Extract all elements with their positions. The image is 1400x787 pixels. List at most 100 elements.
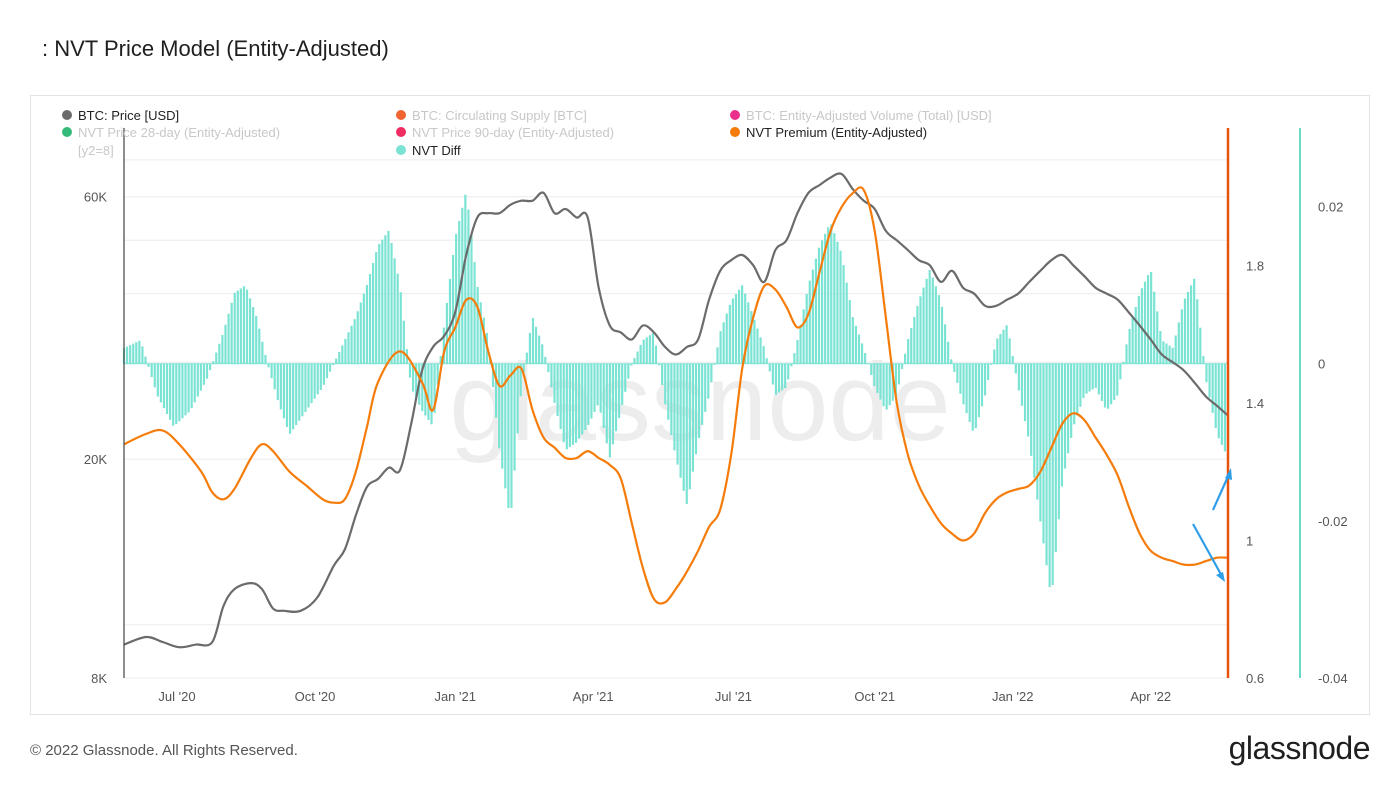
nvt-diff-bar [1033, 363, 1036, 478]
nvt-diff-bar [854, 325, 857, 364]
nvt-diff-bar [1205, 363, 1208, 383]
nvt-diff-bar [1066, 363, 1070, 454]
legend-item[interactable]: NVT Diff [396, 143, 461, 158]
nvt-diff-bar [568, 363, 572, 448]
nvt-diff-bar [504, 363, 507, 489]
nvt-diff-bar [916, 306, 919, 364]
legend-item[interactable]: NVT Premium (Entity-Adjusted) [730, 125, 927, 140]
nvt-diff-bar [534, 326, 538, 364]
nvt-diff-bar [544, 356, 547, 364]
nvt-diff-bar [433, 363, 436, 413]
nvt-diff-bar [848, 300, 851, 364]
nvt-diff-bar [836, 241, 839, 364]
nvt-diff-bar [667, 363, 670, 420]
nvt-diff-bar [599, 363, 602, 413]
nvt-diff-bar [353, 319, 356, 364]
nvt-diff-bar [507, 363, 510, 509]
nvt-diff-bar [762, 346, 765, 364]
nvt-diff-bar [328, 363, 332, 372]
nvt-diff-bar [882, 363, 885, 407]
nvt-diff-bar [842, 265, 845, 364]
nvt-diff-bar [605, 363, 608, 444]
nvt-diff-bar [651, 332, 655, 364]
nvt-diff-bar [1023, 363, 1027, 422]
nvt-diff-bar [618, 363, 621, 419]
nvt-diff-bar [264, 354, 267, 364]
nvt-diff-bar [587, 363, 590, 426]
nvt-diff-bar [820, 240, 824, 364]
nvt-diff-bars [122, 194, 1230, 588]
nvt-diff-bar [1183, 298, 1187, 364]
legend-item[interactable]: NVT Price 28-day (Entity-Adjusted) [62, 125, 280, 140]
nvt-diff-bar [793, 353, 796, 364]
nvt-diff-bar [365, 284, 369, 364]
y-left-tick-label: 60K [84, 190, 107, 205]
nvt-diff-bar [965, 363, 968, 414]
nvt-diff-bar [135, 342, 138, 364]
legend-item[interactable]: BTC: Entity-Adjusted Volume (Total) [USD… [730, 108, 992, 123]
nvt-diff-bar [897, 363, 901, 385]
nvt-diff-bar [744, 293, 747, 364]
nvt-diff-bar [940, 306, 944, 364]
nvt-diff-bar [1189, 285, 1193, 364]
x-tick-label: Jan '21 [434, 689, 476, 704]
nvt-diff-bar [258, 328, 261, 364]
nvt-diff-bar [156, 363, 159, 397]
nvt-diff-bar [350, 325, 353, 364]
nvt-diff-bar [1150, 271, 1153, 364]
nvt-diff-bar [934, 286, 937, 364]
x-tick-label: Jul '20 [158, 689, 195, 704]
nvt-diff-bar [1217, 363, 1220, 439]
nvt-diff-bar [159, 363, 163, 403]
nvt-diff-bar [1103, 363, 1107, 408]
nvt-diff-bar [910, 327, 913, 364]
legend-item[interactable]: BTC: Price [USD] [62, 108, 179, 123]
nvt-diff-bar [153, 363, 156, 388]
btc-price-line [123, 172, 1229, 649]
nvt-diff-bar [987, 363, 990, 381]
nvt-diff-bar [864, 353, 867, 364]
legend-item[interactable]: NVT Price 90-day (Entity-Adjusted) [396, 125, 614, 140]
nvt-diff-bar [1008, 338, 1011, 364]
nvt-diff-bar [664, 363, 667, 405]
y-right-tick-label: 0.6 [1246, 671, 1264, 686]
nvt-diff-bar [1168, 345, 1171, 364]
nvt-diff-bar [581, 363, 584, 435]
nvt-diff-bar [728, 304, 731, 364]
nvt-diff-bar [682, 363, 685, 491]
nvt-diff-bar [1005, 325, 1008, 364]
nvt-diff-bar [685, 363, 688, 504]
nvt-diff-bar [285, 363, 289, 427]
nvt-diff-bar [1174, 335, 1177, 364]
nvt-diff-bar [436, 363, 439, 385]
nvt-diff-bar [741, 285, 744, 364]
footer-copyright: © 2022 Glassnode. All Rights Reserved. [30, 742, 298, 759]
nvt-diff-bar [325, 363, 329, 379]
nvt-diff-bar [362, 293, 365, 364]
x-tick-label: Oct '20 [295, 689, 336, 704]
nvt-diff-bar [165, 363, 169, 414]
nvt-diff-bar [298, 363, 301, 421]
nvt-diff-bar [661, 363, 664, 386]
nvt-diff-bar [694, 363, 698, 455]
nvt-diff-bar [138, 340, 141, 364]
nvt-diff-bar [657, 363, 661, 366]
legend-label: BTC: Entity-Adjusted Volume (Total) [USD… [746, 108, 992, 123]
nvt-diff-bar [956, 363, 959, 383]
nvt-diff-bar [731, 298, 734, 364]
legend-item[interactable]: BTC: Circulating Supply [BTC] [396, 108, 587, 123]
y-right-tick-label: 1 [1246, 534, 1253, 549]
nvt-diff-bar [224, 324, 227, 364]
nvt-diff-bar [1134, 307, 1137, 364]
nvt-diff-bar [913, 317, 916, 364]
legend[interactable]: BTC: Price [USD] BTC: Circulating Supply … [62, 108, 992, 158]
nvt-diff-bar [1045, 363, 1048, 566]
nvt-diff-bar [756, 328, 759, 364]
x-tick-label: Jan '22 [992, 689, 1034, 704]
nvt-diff-bar [322, 363, 325, 385]
nvt-diff-bar [479, 302, 482, 364]
nvt-diff-bar [839, 250, 842, 364]
nvt-diff-bar [547, 363, 550, 373]
nvt-diff-bar [218, 343, 221, 364]
nvt-diff-bar [381, 239, 384, 364]
